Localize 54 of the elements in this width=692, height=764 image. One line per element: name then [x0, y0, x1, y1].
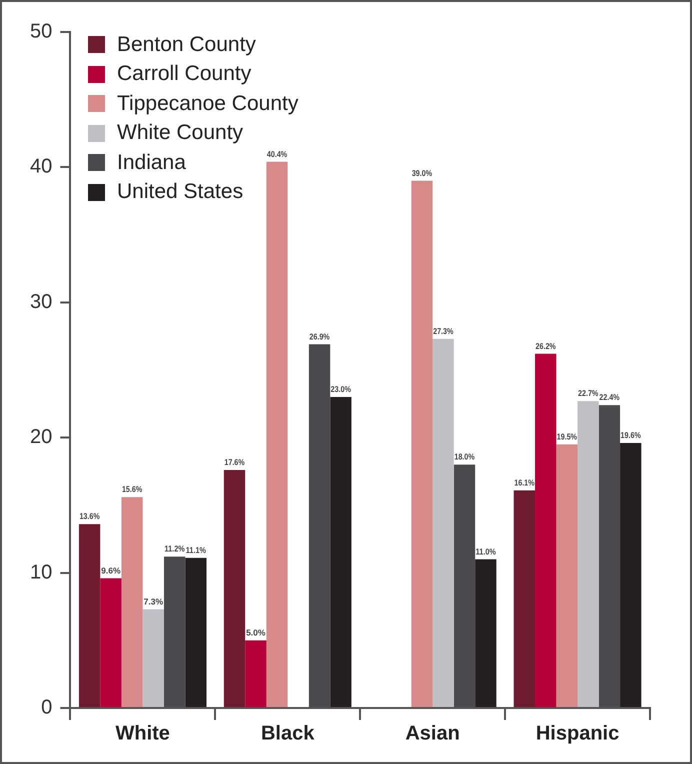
data-label: 39.0% [412, 168, 432, 178]
bar [266, 162, 288, 707]
bar [185, 558, 206, 707]
data-label: 11.1% [186, 546, 206, 556]
legend-label: United States [117, 180, 244, 204]
data-label: 22.4% [599, 392, 620, 402]
legend-label: Indiana [117, 150, 186, 175]
bar [475, 559, 496, 707]
bar [578, 401, 599, 707]
y-tick-label: 20 [30, 426, 52, 448]
bar [330, 397, 352, 707]
y-tick-label: 40 [30, 156, 52, 178]
data-label: 26.2% [536, 341, 556, 352]
legend-label: White County [117, 121, 244, 146]
data-label: 16.1% [514, 478, 535, 488]
y-tick-label: 10 [30, 561, 52, 584]
x-tick-label: Black [260, 722, 316, 745]
data-label: 11.2% [164, 544, 185, 554]
bar [514, 490, 536, 707]
bar [78, 524, 100, 707]
data-label: 7.3% [144, 596, 164, 606]
bar [142, 609, 164, 707]
bar [432, 338, 454, 707]
bar [556, 444, 578, 707]
legend-label: Tippecanoe County [117, 92, 298, 116]
x-tick-label: Asian [405, 722, 460, 745]
data-label: 17.6% [224, 458, 245, 468]
legend-label: Carroll County [117, 62, 252, 86]
bar [535, 354, 556, 707]
data-label: 19.5% [556, 432, 578, 442]
data-label: 22.7% [578, 388, 598, 398]
bar [245, 640, 266, 707]
x-tick-label: Hispanic [536, 722, 620, 745]
data-label: 15.6% [122, 484, 142, 494]
data-label: 9.6% [101, 565, 121, 576]
data-label: 5.0% [246, 627, 266, 638]
data-label: 13.6% [79, 512, 100, 522]
data-label: 40.4% [266, 149, 288, 160]
x-tick-label: White [115, 722, 170, 745]
data-label: 23.0% [330, 384, 351, 394]
bar [411, 180, 433, 707]
data-label: 26.9% [309, 332, 330, 342]
bar [121, 497, 143, 707]
legend-label: Benton County [117, 32, 256, 57]
data-label: 11.0% [476, 546, 496, 557]
y-tick-label: 50 [30, 20, 52, 43]
bar [620, 443, 642, 707]
y-tick-label: 30 [30, 290, 52, 313]
data-label: 19.6% [620, 430, 641, 440]
data-label: 18.0% [454, 452, 475, 462]
bar [224, 470, 246, 707]
y-tick-label: 0 [41, 696, 52, 719]
data-label: 27.3% [433, 326, 454, 336]
bar [100, 578, 122, 707]
